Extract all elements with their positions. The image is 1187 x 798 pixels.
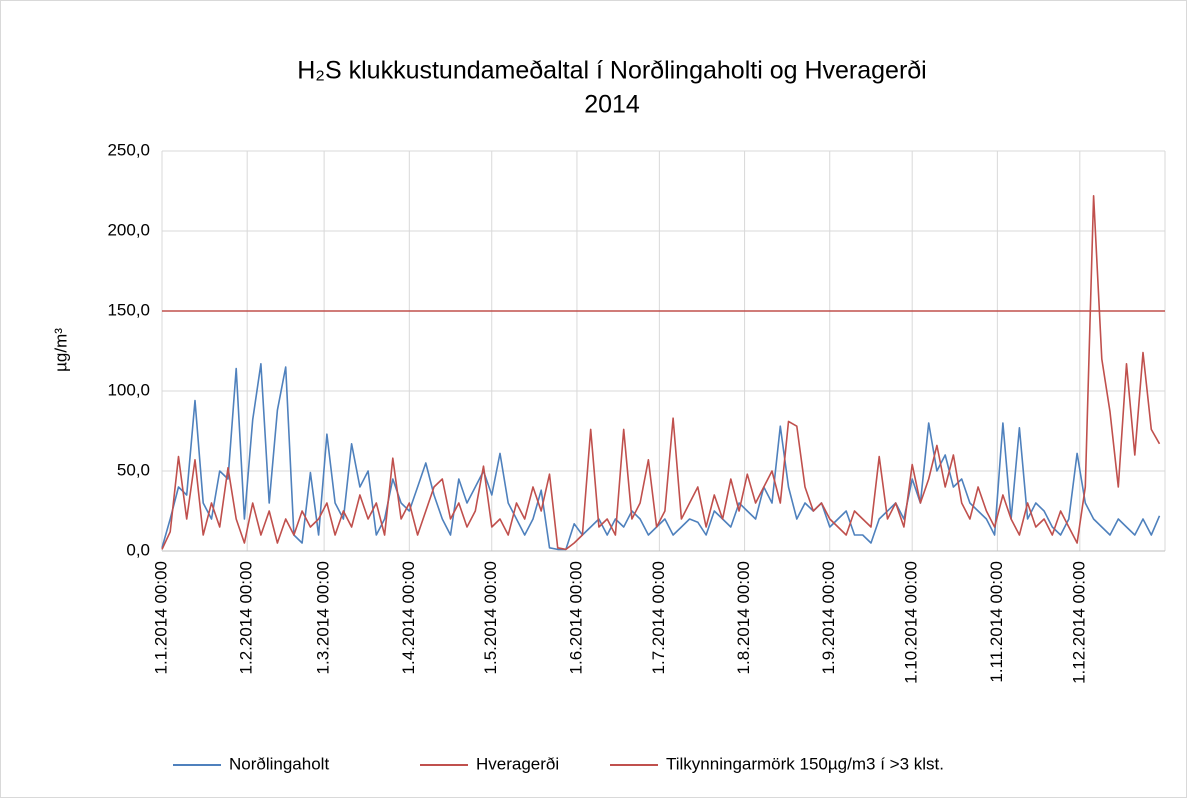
y-axis-label: µg/m³ xyxy=(51,328,70,372)
x-tick-label: 1.3.2014 00:00 xyxy=(314,561,333,674)
y-tick-label: 150,0 xyxy=(107,300,150,319)
legend-label: Tilkynningarmörk 150µg/m3 í >3 klst. xyxy=(666,754,944,773)
x-tick-label: 1.8.2014 00:00 xyxy=(734,561,753,674)
legend-label: Hveragerði xyxy=(476,754,559,773)
y-tick-label: 0,0 xyxy=(126,540,150,559)
x-tick-label: 1.6.2014 00:00 xyxy=(566,561,585,674)
y-tick-label: 50,0 xyxy=(117,460,150,479)
x-tick-label: 1.2.2014 00:00 xyxy=(237,561,256,674)
legend-label: Norðlingaholt xyxy=(229,754,329,773)
x-tick-label: 1.1.2014 00:00 xyxy=(151,561,170,674)
y-tick-label: 200,0 xyxy=(107,220,150,239)
x-tick-label: 1.5.2014 00:00 xyxy=(481,561,500,674)
y-tick-label: 250,0 xyxy=(107,140,150,159)
x-tick-label: 1.11.2014 00:00 xyxy=(987,561,1006,683)
x-tick-label: 1.9.2014 00:00 xyxy=(819,561,838,674)
series-line xyxy=(161,195,1161,551)
x-tick-label: 1.10.2014 00:00 xyxy=(902,561,921,684)
chart-title: H₂S klukkustundameðaltal í Norðlingaholt… xyxy=(297,57,926,85)
chart-subtitle: 2014 xyxy=(584,91,640,119)
series-line xyxy=(161,363,1161,551)
y-tick-label: 100,0 xyxy=(107,380,150,399)
x-tick-label: 1.7.2014 00:00 xyxy=(649,561,668,674)
x-tick-label: 1.4.2014 00:00 xyxy=(399,561,418,674)
x-tick-label: 1.12.2014 00:00 xyxy=(1069,561,1088,684)
